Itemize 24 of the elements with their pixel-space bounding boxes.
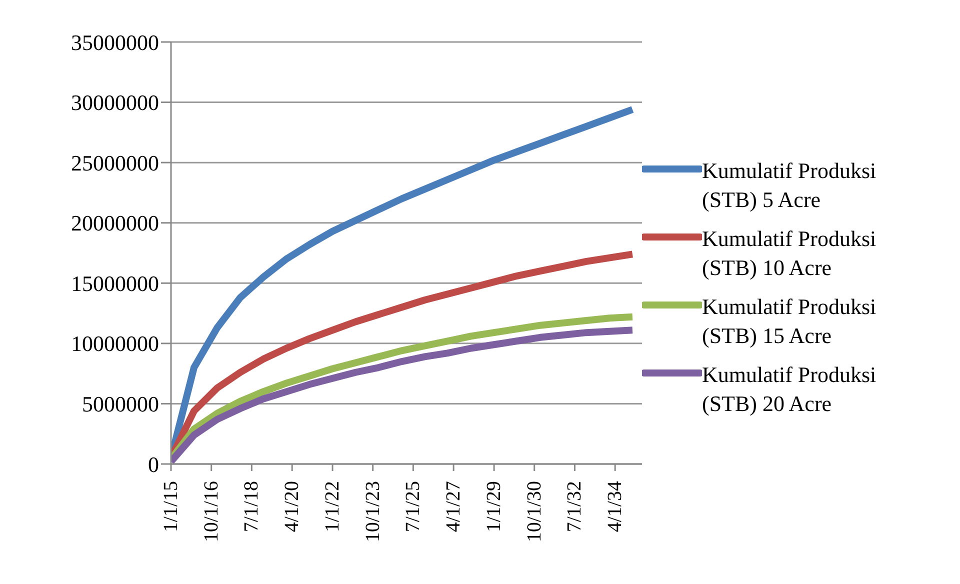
x-tick-label: 4/1/34 bbox=[604, 481, 626, 532]
x-tick-label: 7/1/18 bbox=[240, 481, 263, 532]
y-tick-label: 35000000 bbox=[71, 30, 159, 55]
y-tick-label: 10000000 bbox=[71, 331, 159, 356]
x-tick-label: 7/1/25 bbox=[402, 481, 424, 532]
x-tick-label: 10/1/16 bbox=[200, 481, 222, 542]
y-tick-label: 25000000 bbox=[71, 150, 159, 176]
legend-label: Kumulatif Produksi (STB) 5 Acre bbox=[702, 157, 878, 214]
x-tick-label: 4/1/27 bbox=[442, 481, 465, 532]
legend-label: Kumulatif Produksi (STB) 20 Acre bbox=[702, 361, 878, 418]
x-tick-label: 7/1/32 bbox=[564, 481, 586, 532]
x-tick-label: 10/1/23 bbox=[362, 481, 384, 542]
legend-label: Kumulatif Produksi (STB) 10 Acre bbox=[702, 225, 878, 282]
x-tick-label: 1/1/15 bbox=[160, 481, 182, 532]
y-tick-label: 15000000 bbox=[71, 270, 159, 296]
x-tick-label: 10/1/30 bbox=[523, 481, 546, 542]
y-tick-label: 5000000 bbox=[82, 392, 159, 417]
y-tick-label: 20000000 bbox=[71, 210, 159, 236]
y-tick-label: 30000000 bbox=[71, 90, 159, 116]
x-tick-label: 4/1/20 bbox=[281, 481, 304, 532]
y-tick-label: 0 bbox=[148, 452, 159, 477]
x-tick-label: 1/1/22 bbox=[322, 481, 344, 532]
x-tick-label: 1/1/29 bbox=[483, 481, 506, 532]
legend-label: Kumulatif Produksi (STB) 15 Acre bbox=[702, 293, 878, 350]
